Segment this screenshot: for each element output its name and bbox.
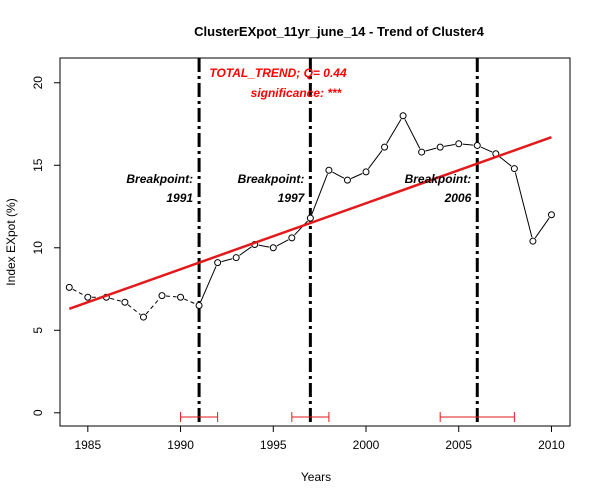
series-segment	[258, 244, 270, 248]
x-tick-label: 1990	[167, 438, 194, 452]
data-point	[158, 292, 166, 300]
trend-annotation-line1: TOTAL_TREND; Q= 0.44	[209, 66, 347, 80]
breakpoint-labels: Breakpoint: 1991 Breakpoint: 1997 Breakpoint…	[126, 172, 471, 205]
data-point	[195, 302, 203, 310]
series-segment	[462, 143, 474, 146]
series-segment	[311, 173, 328, 215]
breakpoint-label: Breakpoint:	[405, 172, 472, 186]
y-tick-label: 10	[31, 241, 45, 255]
data-point	[269, 244, 277, 252]
chart-title: ClusterEXpot_11yr_june_14 - Trend of Clu…	[194, 24, 484, 39]
series-segment	[404, 119, 421, 149]
data-point	[436, 143, 444, 151]
breakpoint-confidence-intervals	[180, 412, 515, 422]
y-tick-label: 20	[31, 76, 45, 90]
breakpoint-year-label: 1991	[166, 191, 193, 205]
series-segment	[239, 246, 252, 256]
series-segment	[72, 288, 85, 296]
data-point	[325, 166, 333, 174]
data-point	[65, 283, 73, 291]
x-tick-label: 2005	[445, 438, 472, 452]
series-segment	[444, 144, 455, 147]
series-segment	[294, 220, 308, 236]
y-tick-label: 15	[31, 158, 45, 172]
breakpoint-label: Breakpoint:	[126, 172, 193, 186]
x-tick-label: 1995	[260, 438, 287, 452]
data-point	[84, 293, 92, 301]
series-segment	[200, 266, 217, 303]
breakpoint-label: Breakpoint:	[238, 172, 305, 186]
data-point	[455, 140, 463, 148]
data-point	[177, 293, 185, 301]
data-point	[399, 112, 407, 120]
data-point	[547, 211, 555, 219]
data-point	[214, 259, 222, 267]
data-point	[288, 234, 296, 242]
breakpoint-lines	[197, 58, 479, 426]
x-tick-label: 2010	[538, 438, 565, 452]
series-segment	[386, 118, 402, 144]
series-segment	[514, 172, 533, 238]
y-axis-label: Index EXpot (%)	[4, 198, 18, 285]
series-segment	[350, 173, 363, 179]
series-segment	[480, 146, 493, 153]
data-point	[306, 214, 314, 222]
series-segment	[183, 298, 196, 305]
series-segment	[332, 171, 345, 179]
axis-ticks: 1985 1990 1995 2000 2005 2010 0 5 10 15 20	[31, 76, 565, 452]
trend-line	[68, 136, 552, 311]
series-segment	[498, 155, 512, 167]
series-segment	[110, 297, 122, 302]
series-segment	[367, 150, 383, 169]
data-point	[232, 254, 240, 262]
trend-annotation-line2: significance: ***	[251, 86, 343, 100]
breakpoint-year-label: 2006	[444, 191, 472, 205]
x-tick-label: 1985	[74, 438, 101, 452]
series-segment	[276, 239, 289, 247]
series-segment	[165, 295, 177, 298]
plot-frame	[59, 57, 571, 427]
data-point	[510, 165, 518, 173]
breakpoint-year-label: 1997	[278, 191, 306, 205]
series-segment	[425, 147, 437, 152]
series-segment	[534, 217, 550, 239]
series-segment	[127, 304, 141, 315]
data-point	[473, 141, 481, 149]
y-tick-label: 5	[31, 327, 45, 334]
x-tick-label: 2000	[353, 438, 380, 452]
data-series	[65, 112, 555, 321]
data-point	[343, 176, 351, 184]
series-segment	[221, 258, 233, 263]
data-point	[139, 313, 147, 321]
data-point	[529, 237, 537, 245]
data-point	[381, 143, 389, 151]
y-tick-label: 0	[31, 409, 45, 416]
data-point	[121, 298, 129, 306]
x-axis-label: Years	[301, 470, 331, 484]
data-point	[362, 168, 370, 176]
data-point	[418, 148, 426, 156]
series-segment	[145, 298, 160, 315]
trend-line-group	[68, 136, 552, 311]
